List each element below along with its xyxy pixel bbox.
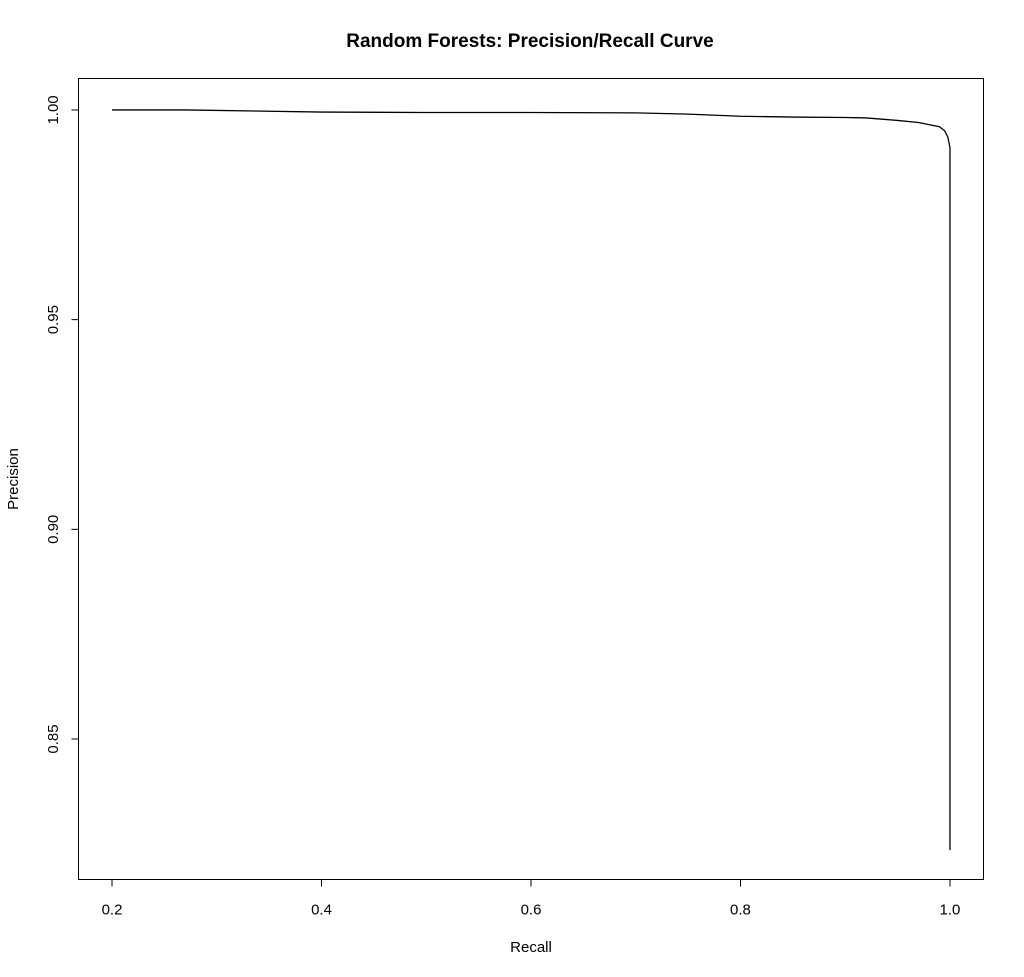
y-tick-label: 1.00 (45, 95, 62, 124)
chart-title: Random Forests: Precision/Recall Curve (346, 31, 713, 52)
y-axis-label: Precision (5, 448, 22, 510)
y-tick-label: 0.95 (45, 305, 62, 334)
y-axis-ticks: 0.85 0.90 0.95 1.00 (45, 95, 79, 754)
y-tick-label: 0.90 (45, 515, 62, 544)
x-axis-ticks: 0.2 0.4 0.6 0.8 1.0 (102, 879, 961, 919)
x-tick-label: 0.2 (102, 902, 123, 919)
x-axis-label: Recall (510, 939, 552, 956)
y-tick-label: 0.85 (45, 724, 62, 753)
plot-frame (78, 78, 984, 880)
x-tick-label: 0.6 (521, 902, 542, 919)
x-tick-label: 1.0 (940, 902, 961, 919)
precision-recall-curve (112, 109, 951, 851)
x-tick-label: 0.8 (730, 902, 751, 919)
x-tick-label: 0.4 (311, 902, 332, 919)
